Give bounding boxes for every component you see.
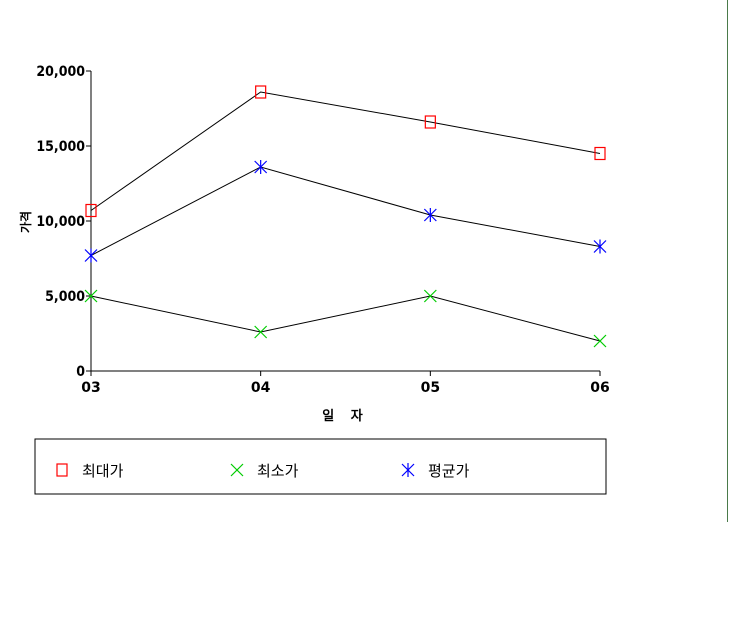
series-line-0 <box>90 91 601 211</box>
x-tick-label: 04 <box>251 380 271 396</box>
series-line-2 <box>90 166 601 256</box>
legend-box <box>34 438 607 495</box>
data-point-1-0 <box>84 289 98 303</box>
data-point-1-2 <box>423 289 437 303</box>
y-tick-label: 5,000 <box>45 289 85 305</box>
chart-axes <box>90 71 600 372</box>
series-line-1 <box>90 295 601 342</box>
y-tick-label: 15,000 <box>36 139 85 155</box>
data-point-2-1 <box>254 160 268 174</box>
legend-marker-1 <box>230 463 244 477</box>
legend-marker-2 <box>401 463 415 477</box>
x-tick-label: 06 <box>590 380 609 396</box>
series-markers <box>84 85 607 348</box>
data-point-0-0 <box>85 203 97 218</box>
legend-item-1: 최소가 <box>230 462 299 480</box>
y-axis-label: 가격 <box>18 211 33 233</box>
x-tick-label: 03 <box>81 380 100 396</box>
data-point-2-3 <box>593 239 607 254</box>
legend-label-0: 최대가 <box>82 462 124 480</box>
legend: 최대가 최소가 평균가 <box>34 438 607 495</box>
legend-item-0: 최대가 <box>56 462 124 480</box>
legend-item-2: 평균가 <box>401 462 470 480</box>
y-tick-label: 10,000 <box>36 214 85 230</box>
x-tick-label: 05 <box>421 380 440 396</box>
data-point-0-2 <box>424 115 436 129</box>
y-axis-ticks: 0 5,000 10,000 15,000 20,000 <box>36 64 91 380</box>
y-tick-label: 20,000 <box>36 64 85 80</box>
x-axis-ticks: 03 04 05 06 <box>81 371 610 396</box>
data-point-0-1 <box>255 85 267 99</box>
legend-label-2: 평균가 <box>428 462 470 480</box>
legend-label-1: 최소가 <box>257 462 299 480</box>
legend-marker-0 <box>56 463 68 477</box>
data-point-2-2 <box>423 208 437 222</box>
data-point-2-0 <box>84 248 98 263</box>
data-point-1-3 <box>593 334 607 348</box>
data-point-1-1 <box>254 325 268 339</box>
data-point-0-3 <box>594 146 606 161</box>
y-tick-label: 0 <box>76 364 85 380</box>
series-lines <box>90 91 601 342</box>
x-axis-label: 일 자 <box>322 409 368 424</box>
right-border-line <box>727 0 728 522</box>
